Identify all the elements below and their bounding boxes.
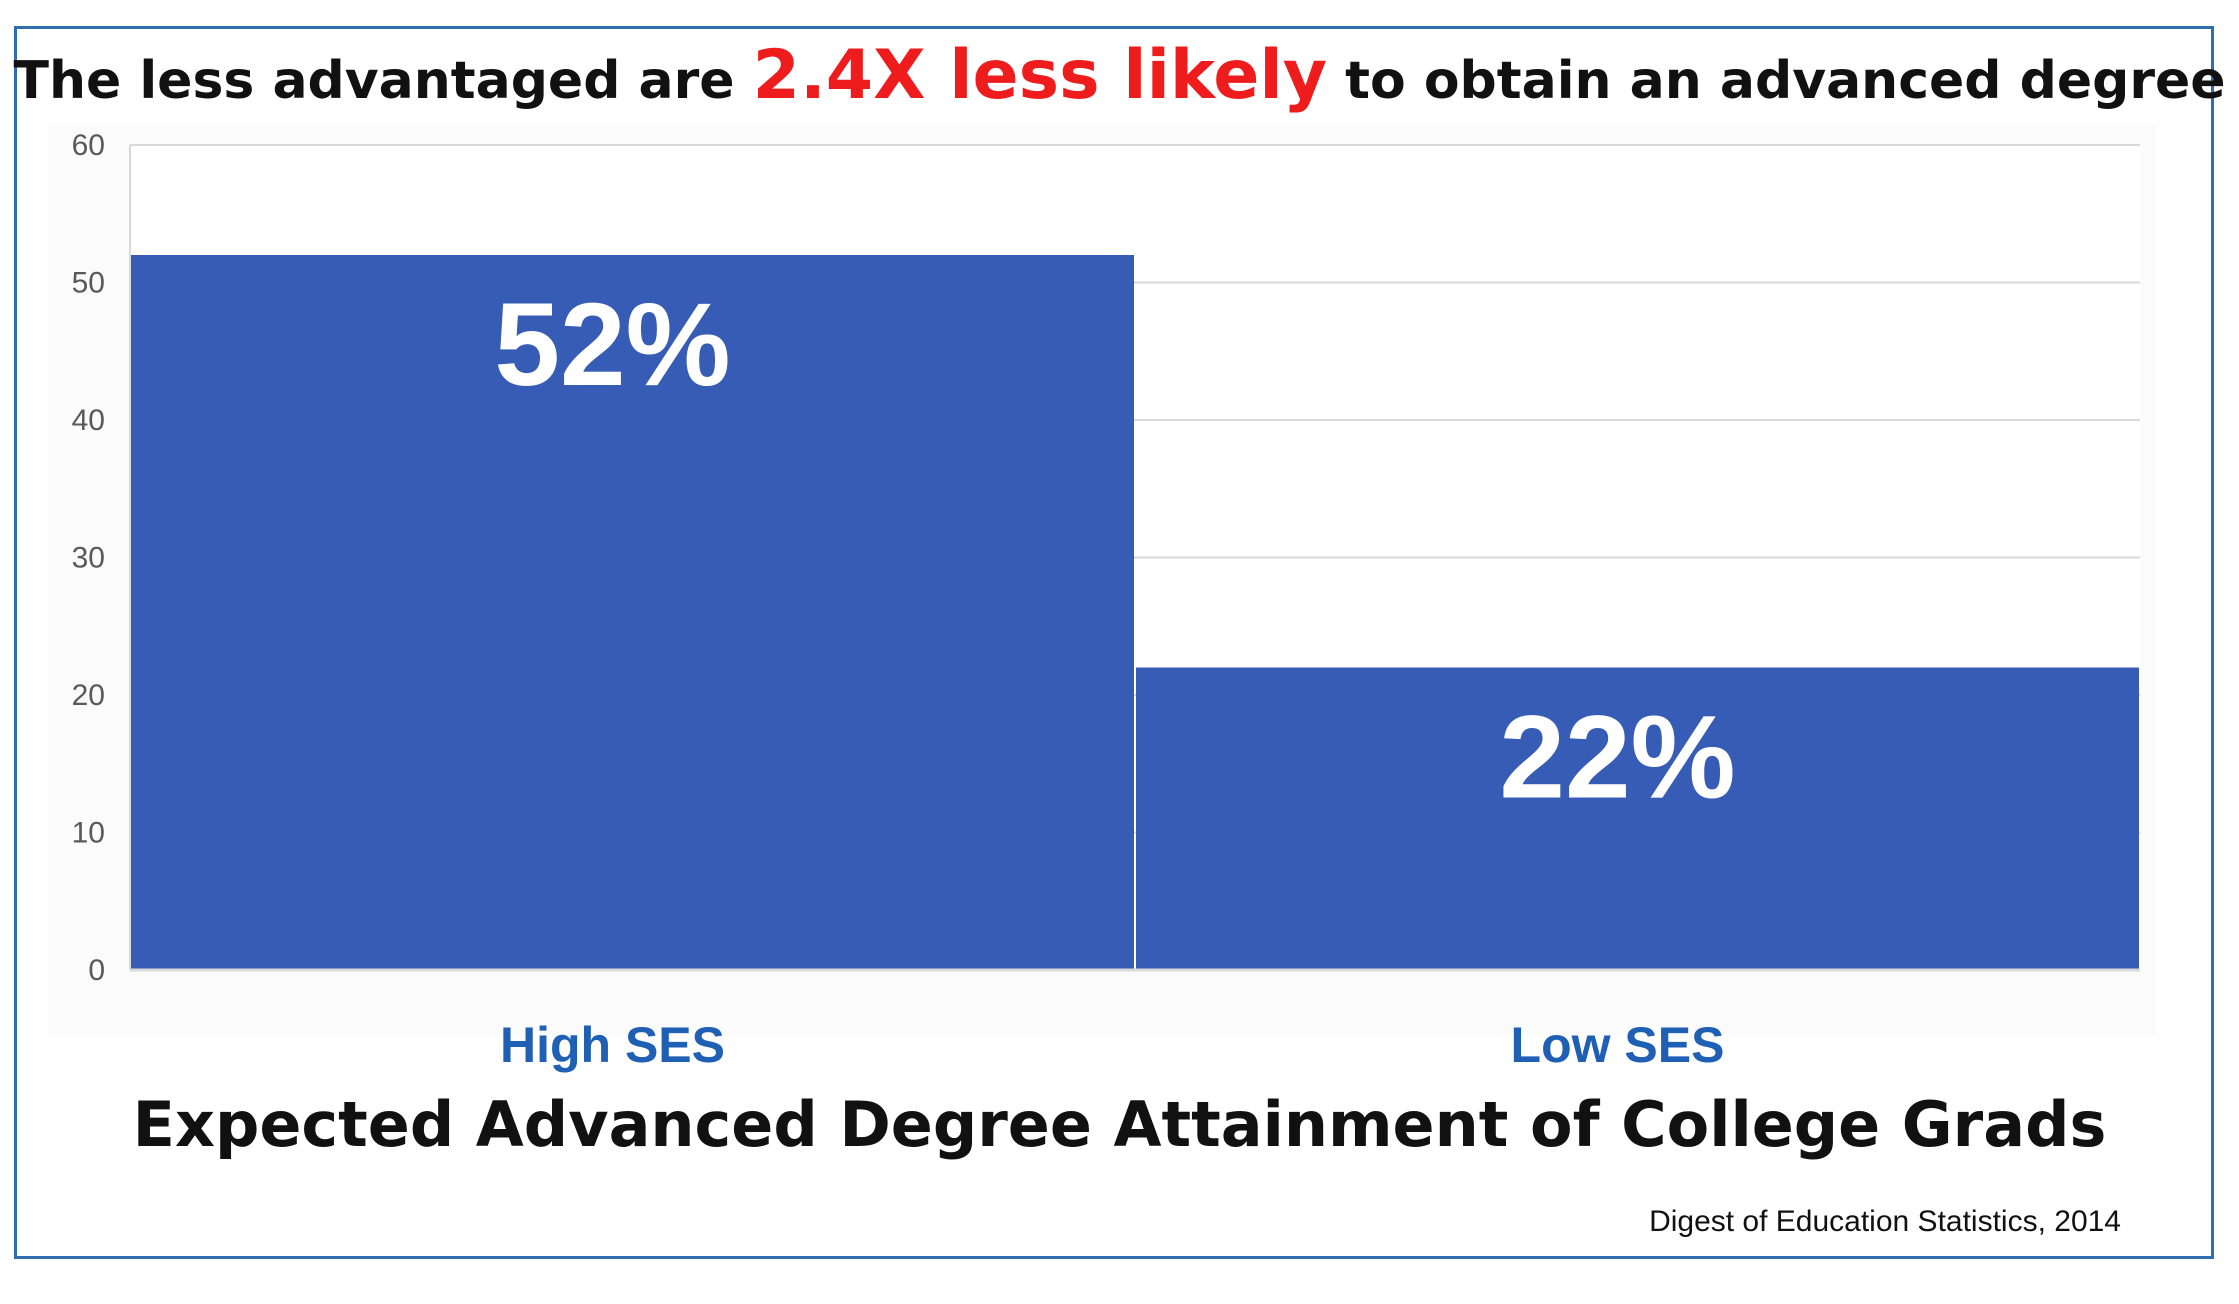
y-tick-label: 10: [72, 817, 105, 850]
y-tick-label: 40: [72, 404, 105, 437]
y-tick-label: 0: [88, 954, 105, 987]
y-tick-label: 20: [72, 679, 105, 712]
source-note: Digest of Education Statistics, 2014: [1649, 1205, 2121, 1238]
bar-low-ses: [1136, 667, 2139, 970]
bar-data-label: 52%: [494, 279, 730, 411]
y-tick-label: 60: [72, 129, 105, 162]
category-label: High SES: [500, 1017, 725, 1073]
category-label: Low SES: [1511, 1017, 1725, 1073]
chart-headline: The less advantaged are 2.4X less likely…: [0, 36, 2239, 115]
chart-subtitle: Expected Advanced Degree Attainment of C…: [132, 1088, 2107, 1161]
headline-suffix: to obtain an advanced degree: [1327, 51, 2226, 111]
bar-data-label: 22%: [1499, 692, 1735, 824]
headline-prefix: The less advantaged are: [13, 51, 753, 111]
headline-highlight: 2.4X less likely: [752, 36, 1328, 115]
y-tick-label: 50: [72, 267, 105, 300]
y-tick-label: 30: [72, 542, 105, 575]
bar-high-ses: [131, 255, 1134, 970]
